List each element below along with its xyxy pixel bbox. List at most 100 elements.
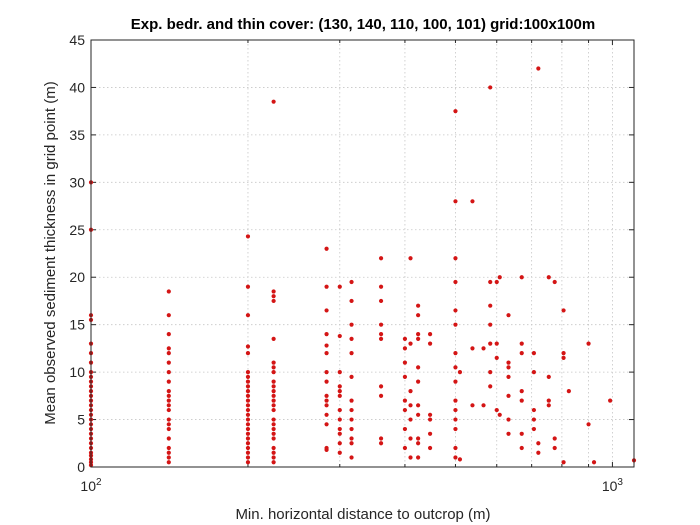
y-tick-label: 5 bbox=[77, 412, 85, 428]
data-point bbox=[552, 445, 557, 451]
data-point bbox=[378, 441, 384, 446]
data-point bbox=[271, 445, 276, 451]
data-point bbox=[416, 336, 421, 341]
data-point bbox=[546, 275, 551, 280]
x-tick-label: 103 bbox=[602, 477, 624, 494]
data-point bbox=[324, 332, 329, 337]
data-point bbox=[536, 66, 541, 71]
x-tick-label-base: 10 bbox=[80, 478, 96, 494]
data-point bbox=[497, 412, 502, 417]
data-point bbox=[481, 346, 486, 351]
data-point bbox=[324, 284, 329, 289]
data-point bbox=[349, 279, 354, 285]
data-point bbox=[166, 351, 171, 356]
y-tick-label: 0 bbox=[77, 459, 85, 475]
data-point bbox=[245, 431, 251, 436]
data-point bbox=[608, 398, 613, 403]
data-point bbox=[506, 431, 511, 436]
axes-background bbox=[91, 40, 634, 467]
data-point bbox=[349, 426, 354, 432]
data-point bbox=[488, 303, 493, 308]
data-point bbox=[271, 417, 276, 422]
data-point bbox=[245, 436, 251, 441]
data-point bbox=[488, 341, 493, 346]
data-point bbox=[324, 379, 329, 384]
data-point bbox=[337, 370, 342, 375]
data-point bbox=[506, 313, 511, 318]
data-point bbox=[536, 441, 541, 446]
data-point bbox=[531, 407, 537, 413]
data-point bbox=[271, 455, 276, 460]
data-point bbox=[245, 234, 251, 239]
data-point bbox=[416, 313, 421, 318]
data-point bbox=[519, 351, 524, 356]
data-point bbox=[324, 393, 329, 398]
data-point bbox=[470, 199, 475, 204]
data-point bbox=[408, 436, 413, 441]
data-point bbox=[453, 279, 458, 285]
data-point bbox=[324, 308, 329, 313]
data-point bbox=[378, 393, 384, 398]
data-point bbox=[245, 403, 251, 408]
data-point bbox=[453, 445, 458, 451]
data-point bbox=[427, 431, 433, 436]
data-point bbox=[245, 426, 251, 432]
data-point bbox=[408, 388, 413, 394]
data-point bbox=[271, 403, 276, 408]
data-point bbox=[271, 370, 276, 375]
data-point bbox=[324, 447, 329, 453]
data-point bbox=[337, 407, 342, 413]
data-point bbox=[481, 403, 486, 408]
data-point bbox=[166, 393, 171, 398]
data-point bbox=[337, 450, 342, 455]
data-point bbox=[245, 384, 251, 389]
data-point bbox=[427, 412, 433, 417]
data-point bbox=[245, 351, 251, 356]
data-point bbox=[561, 460, 566, 465]
data-point bbox=[561, 308, 566, 313]
data-point bbox=[324, 403, 329, 408]
data-point bbox=[166, 436, 171, 441]
y-axis-label: Mean observed sediment thickness in grid… bbox=[42, 81, 59, 425]
data-point bbox=[166, 445, 171, 451]
data-point bbox=[402, 360, 408, 365]
data-point bbox=[416, 403, 421, 408]
data-point bbox=[519, 398, 524, 403]
data-point bbox=[166, 422, 171, 427]
data-point bbox=[506, 360, 511, 365]
data-point bbox=[416, 436, 421, 441]
data-point bbox=[453, 256, 458, 261]
data-point bbox=[349, 398, 354, 403]
data-point bbox=[416, 379, 421, 384]
data-point bbox=[245, 441, 251, 446]
data-point bbox=[402, 336, 408, 341]
data-point bbox=[416, 441, 421, 446]
data-point bbox=[402, 374, 408, 379]
data-point bbox=[271, 460, 276, 465]
data-point bbox=[457, 370, 463, 375]
data-point bbox=[497, 275, 502, 280]
data-point bbox=[245, 284, 251, 289]
data-point bbox=[337, 431, 342, 436]
y-tick-label: 45 bbox=[69, 32, 85, 48]
data-point bbox=[271, 365, 276, 370]
data-point bbox=[536, 450, 541, 455]
data-point bbox=[416, 365, 421, 370]
data-point bbox=[271, 289, 276, 294]
data-point bbox=[408, 455, 413, 460]
data-point bbox=[166, 455, 171, 460]
data-point bbox=[245, 344, 251, 349]
data-point bbox=[324, 412, 329, 417]
data-point bbox=[166, 403, 171, 408]
data-point bbox=[245, 313, 251, 318]
data-point bbox=[408, 256, 413, 261]
data-point bbox=[488, 279, 493, 285]
data-point bbox=[271, 360, 276, 365]
data-point bbox=[166, 289, 171, 294]
data-point bbox=[324, 398, 329, 403]
data-point bbox=[245, 460, 251, 465]
data-point bbox=[337, 441, 342, 446]
